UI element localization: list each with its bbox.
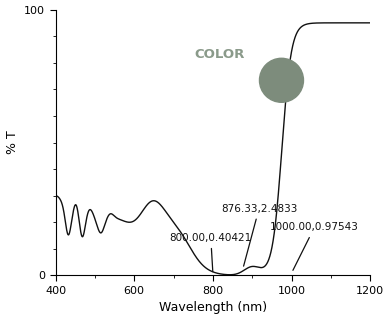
X-axis label: Wavelength (nm): Wavelength (nm) xyxy=(159,301,267,315)
Text: 800.00,0.40421: 800.00,0.40421 xyxy=(170,233,252,272)
Text: COLOR: COLOR xyxy=(194,48,245,61)
Circle shape xyxy=(259,58,303,102)
Text: 876.33,2.4833: 876.33,2.4833 xyxy=(221,204,297,266)
Text: 1000.00,0.97543: 1000.00,0.97543 xyxy=(270,222,359,270)
Y-axis label: % T: % T xyxy=(5,131,19,154)
